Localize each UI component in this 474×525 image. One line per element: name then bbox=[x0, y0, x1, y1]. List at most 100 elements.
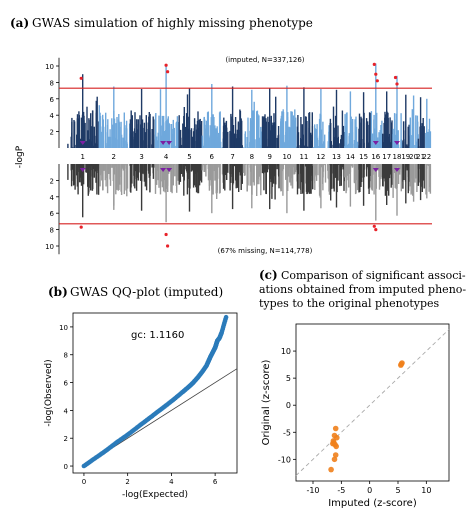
manhattan-top-significant-point bbox=[166, 70, 170, 74]
manhattan-top-bar bbox=[105, 143, 107, 148]
manhattan-top-bar bbox=[203, 143, 205, 148]
manhattan-bottom-bar bbox=[427, 164, 429, 166]
manhattan-bottom-bar bbox=[246, 164, 248, 192]
chromosome-label: 22 bbox=[422, 153, 431, 161]
manhattan-bottom-bar bbox=[155, 164, 157, 166]
manhattan-top-bar bbox=[290, 111, 292, 148]
manhattan-bottom-bar bbox=[330, 164, 333, 189]
manhattan-bottom-significant-point bbox=[166, 244, 170, 248]
manhattan-top-bar bbox=[86, 106, 88, 148]
manhattan-bottom-bar bbox=[225, 164, 227, 175]
manhattan-bottom-bar bbox=[359, 164, 361, 186]
chromosome-label: 15 bbox=[359, 153, 368, 161]
manhattan-top-ytick-label: 6 bbox=[50, 96, 55, 104]
manhattan-top-significant-point bbox=[395, 82, 399, 86]
manhattan-top-bar bbox=[287, 143, 289, 148]
manhattan-bottom-bar bbox=[422, 164, 424, 181]
manhattan-bottom-bar bbox=[129, 164, 132, 192]
manhattan-top-bar bbox=[270, 115, 272, 148]
manhattan-top-bar bbox=[429, 147, 431, 148]
manhattan-bottom-bar bbox=[226, 164, 228, 180]
chromosome-label: 13 bbox=[332, 153, 341, 161]
manhattan-bottom-bar bbox=[88, 164, 90, 188]
manhattan-top-bar bbox=[169, 124, 171, 148]
manhattan-top-bar bbox=[381, 120, 383, 148]
manhattan-bottom-bar bbox=[388, 164, 391, 179]
manhattan-bottom-bar bbox=[289, 164, 291, 183]
manhattan-top-bar bbox=[359, 145, 361, 148]
manhattan-bottom-bar bbox=[333, 164, 335, 192]
qq-xtick-label: 6 bbox=[213, 478, 218, 486]
manhattan-top-bar bbox=[308, 112, 311, 148]
manhattan-bottom-bar bbox=[332, 164, 335, 189]
manhattan-top-bar bbox=[409, 117, 411, 148]
manhattan-bottom-bar bbox=[167, 164, 169, 192]
manhattan-top-bar bbox=[184, 130, 186, 148]
panel-c-title-line-1: Comparison of significant associ- bbox=[281, 269, 466, 282]
manhattan-top-bar bbox=[322, 141, 325, 148]
manhattan-bottom-bar bbox=[382, 164, 384, 187]
manhattan-bottom-bar bbox=[425, 164, 427, 195]
manhattan-top-bar bbox=[192, 131, 195, 148]
manhattan-bottom-bar bbox=[287, 164, 289, 191]
manhattan-top-bar bbox=[302, 134, 304, 148]
manhattan-bottom-bar bbox=[318, 164, 320, 176]
manhattan-bottom-bar bbox=[258, 164, 260, 185]
manhattan-top-bar bbox=[265, 121, 267, 148]
manhattan-top-bar bbox=[337, 125, 339, 148]
manhattan-top-bar bbox=[342, 125, 345, 148]
manhattan-top-bar bbox=[301, 124, 303, 148]
manhattan-top-bar bbox=[322, 147, 324, 148]
manhattan-top-bar bbox=[334, 115, 337, 148]
manhattan-bottom-bar bbox=[348, 164, 350, 188]
manhattan-bottom-bar bbox=[327, 164, 329, 179]
manhattan-bottom-ytick-label: 10 bbox=[45, 243, 54, 251]
manhattan-bottom-bar bbox=[298, 164, 300, 189]
manhattan-top-peak bbox=[269, 88, 271, 148]
manhattan-top-bar bbox=[358, 113, 361, 148]
manhattan-bottom-significant-point bbox=[79, 225, 83, 229]
manhattan-bottom-bar bbox=[136, 164, 138, 166]
manhattan-bottom-peak bbox=[375, 164, 377, 221]
manhattan-top-bar bbox=[143, 122, 146, 148]
manhattan-top-bar bbox=[351, 132, 354, 148]
manhattan-top-bar bbox=[252, 110, 254, 148]
manhattan-top-bar bbox=[232, 125, 235, 148]
manhattan-bottom-bar bbox=[123, 164, 125, 195]
manhattan-bottom-bar bbox=[78, 164, 80, 168]
manhattan-bottom-bar bbox=[136, 164, 139, 178]
manhattan-top-bar bbox=[306, 121, 308, 148]
manhattan-top-bar bbox=[229, 130, 231, 148]
manhattan-bottom-bar bbox=[381, 164, 383, 178]
manhattan-top-bar bbox=[282, 140, 285, 148]
manhattan-top-bar bbox=[415, 115, 417, 148]
zscore-xtick-label: -5 bbox=[337, 486, 345, 495]
manhattan-top-bar bbox=[361, 118, 363, 148]
manhattan-bottom-bar bbox=[214, 164, 216, 181]
manhattan-top-bar bbox=[213, 117, 215, 148]
manhattan-bottom-bar bbox=[222, 164, 225, 189]
manhattan-bottom-bar bbox=[87, 164, 89, 165]
manhattan-bottom-bar bbox=[203, 164, 205, 172]
chromosome-label: 1 bbox=[81, 153, 85, 161]
manhattan-top-bar bbox=[254, 139, 256, 148]
manhattan-top-significant-point bbox=[164, 63, 168, 67]
manhattan-top-bar bbox=[143, 140, 145, 148]
manhattan-bottom-bar bbox=[91, 164, 94, 177]
manhattan-bottom-bar bbox=[409, 164, 411, 187]
manhattan-bottom-ytick-label: 4 bbox=[50, 194, 55, 202]
manhattan-top-bar bbox=[185, 113, 188, 148]
manhattan-bottom-bar bbox=[265, 164, 267, 195]
manhattan-top-bar bbox=[76, 134, 78, 148]
manhattan-top-bar bbox=[376, 144, 379, 148]
manhattan-top-bar bbox=[131, 132, 133, 148]
manhattan-top-peak bbox=[419, 97, 422, 148]
manhattan-top-bar bbox=[278, 134, 280, 148]
manhattan-bottom-ytick-label: 6 bbox=[50, 210, 55, 218]
manhattan-top-bar bbox=[261, 116, 264, 148]
manhattan-top-peak bbox=[113, 86, 115, 148]
manhattan-bottom-bar bbox=[118, 164, 120, 186]
qq-xtick-label: 2 bbox=[125, 478, 129, 486]
manhattan-bottom-bar bbox=[402, 164, 404, 189]
manhattan-top-bar bbox=[256, 140, 258, 148]
